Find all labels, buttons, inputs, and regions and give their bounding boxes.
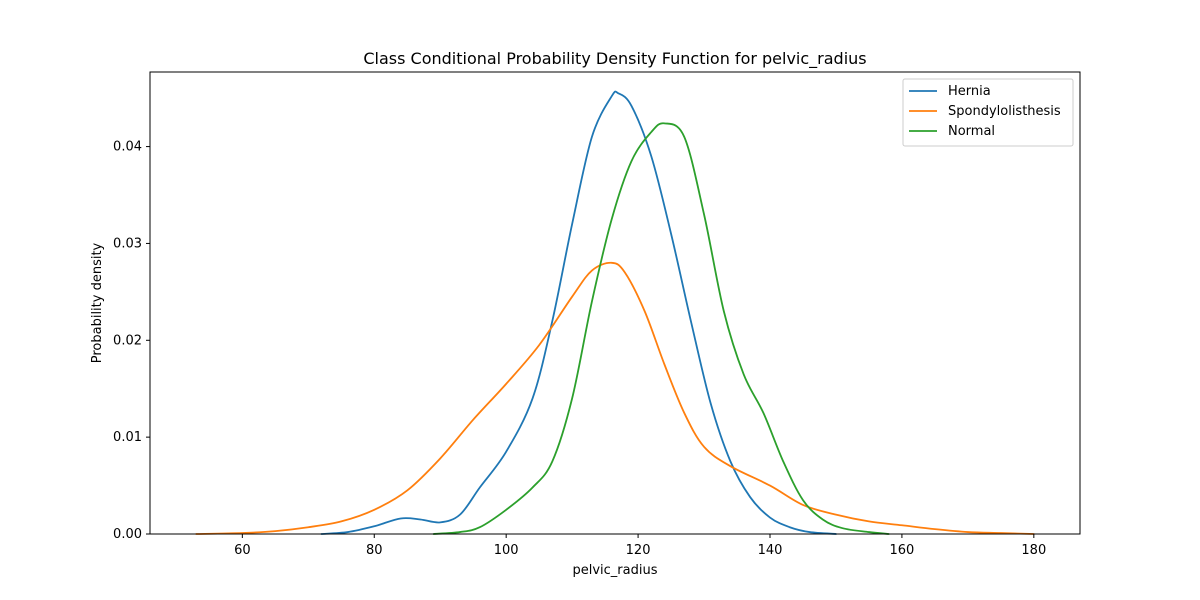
x-tick-label: 80 xyxy=(366,543,383,558)
x-axis-label: pelvic_radius xyxy=(572,563,657,578)
chart-title: Class Conditional Probability Density Fu… xyxy=(363,49,866,69)
legend-label-hernia: Hernia xyxy=(948,84,991,99)
y-tick-label: 0.02 xyxy=(113,333,142,348)
y-axis-label: Probability density xyxy=(90,242,105,363)
x-tick-label: 140 xyxy=(758,543,783,558)
series-line-normal xyxy=(432,122,890,535)
y-tick-label: 0.03 xyxy=(113,236,142,251)
legend-box xyxy=(902,78,1074,147)
series-layer xyxy=(195,90,1035,535)
x-tick-label: 60 xyxy=(234,543,251,558)
y-tick-label: 0.04 xyxy=(113,140,142,155)
y-tick-label: 0.01 xyxy=(113,430,142,445)
plot-frame xyxy=(149,71,1081,535)
x-tick-label: 180 xyxy=(1021,543,1046,558)
x-tick-label: 100 xyxy=(494,543,519,558)
y-axis: 0.00 0.01 0.02 0.03 0.04 xyxy=(113,140,150,542)
series-line-spondylolisthesis xyxy=(195,261,1035,535)
legend: Hernia Spondylolisthesis Normal xyxy=(902,78,1074,147)
x-tick-label: 120 xyxy=(626,543,651,558)
x-tick-label: 160 xyxy=(890,543,915,558)
legend-label-spondylolisthesis: Spondylolisthesis xyxy=(948,104,1061,119)
series-line-hernia xyxy=(320,90,837,535)
legend-label-normal: Normal xyxy=(948,124,995,139)
y-tick-label: 0.00 xyxy=(113,527,142,542)
x-axis: 60 80 100 120 140 160 180 xyxy=(234,534,1046,558)
